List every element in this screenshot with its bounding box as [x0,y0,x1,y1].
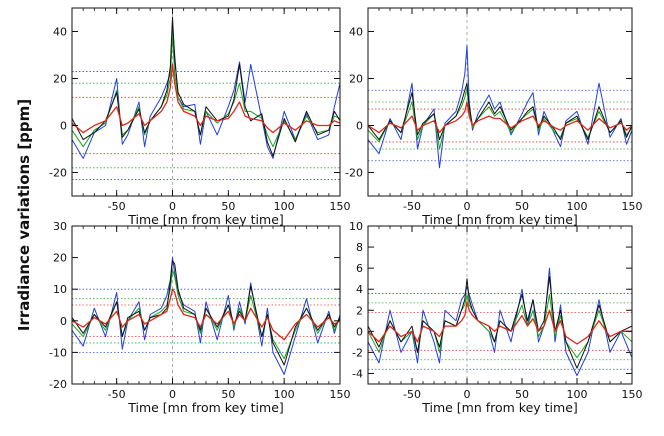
x-tick-label: 150 [330,388,351,401]
y-tick-label: 4 [356,283,363,296]
y-tick-label: -20 [49,167,67,180]
y-tick-label: 2 [356,304,363,317]
series-line-black [72,260,340,366]
x-tick-label: 100 [567,200,588,213]
x-tick-label: 0 [464,388,471,401]
series-line-blue [368,45,632,169]
x-tick-label: -50 [108,388,126,401]
x-tick-label: 50 [515,200,529,213]
series-line-black [72,16,340,157]
y-tick-label: 20 [53,252,67,265]
y-tick-label: -2 [352,346,363,359]
x-tick-label: 50 [515,388,529,401]
series-line-blue [72,24,340,159]
y-tick-label: 0 [60,120,67,133]
y-tick-label: 20 [349,73,363,86]
x-axis-label: Time [mn from key time] [127,400,284,415]
x-tick-label: 150 [622,388,643,401]
series-line-red [368,301,632,345]
x-tick-label: -50 [108,200,126,213]
y-tick-label: 8 [356,241,363,254]
series-line-red [72,63,340,134]
y-tick-label: 6 [356,262,363,275]
series-line-red [368,101,632,134]
series-line-red [72,288,340,341]
x-tick-label: 50 [221,200,235,213]
series-line-black [368,82,632,141]
y-tick-label: -20 [49,378,67,391]
y-tick-label: 40 [349,26,363,39]
y-tick-label: -4 [352,367,363,380]
y-tick-label: -20 [345,167,363,180]
x-tick-label: 100 [274,200,295,213]
y-tick-label: 0 [60,315,67,328]
x-tick-label: 150 [330,200,351,213]
x-tick-label: -50 [403,388,421,401]
x-tick-label: -50 [403,200,421,213]
x-tick-label: 150 [622,200,643,213]
series-line-black [368,276,632,369]
y-tick-label: 0 [356,120,363,133]
x-tick-label: 0 [169,200,176,213]
x-axis-label: Time [mn from key time] [127,212,284,227]
x-axis-label: Time [mn from key time] [421,400,578,415]
series-line-green [72,269,340,360]
series-line-blue [72,257,340,375]
chart-bottom-left: -50 0 50 100 150 -20 -10 0 10 20 30 Time [mn from k… [49,220,350,415]
chart-top-left: -50 0 50 100 150 -20 0 20 40 Time [mn from key ti… [49,7,351,227]
y-tick-label: 0 [356,325,363,338]
y-tick-label: 20 [53,73,67,86]
y-tick-label: 10 [53,283,67,296]
x-axis-label: Time [mn from key time] [421,212,578,227]
chart-bottom-right: -50 0 50 100 150 -4 -2 0 2 4 6 8 10 Time [mn from key… [349,220,643,415]
y-tick-label: 30 [53,220,67,233]
x-tick-label: 100 [274,388,295,401]
plot-frame [367,225,633,385]
x-tick-label: 0 [464,200,471,213]
chart-top-right: -50 0 50 100 150 -20 0 20 40 Time [mn from key ti… [345,7,643,227]
y-tick-label: 40 [53,26,67,39]
y-tick-label: 10 [349,220,363,233]
x-tick-label: 50 [221,388,235,401]
x-tick-label: 100 [567,388,588,401]
y-tick-label: -10 [49,346,67,359]
series-line-blue [368,267,632,377]
x-tick-label: 0 [169,388,176,401]
